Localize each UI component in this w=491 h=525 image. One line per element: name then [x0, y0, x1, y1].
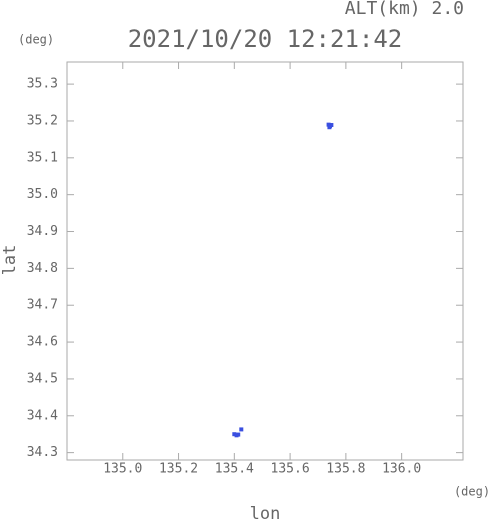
y-unit: (deg): [18, 33, 54, 47]
x-tick-label: 135.8: [326, 462, 365, 477]
x-tick-label: 135.6: [271, 462, 310, 477]
y-tick-label: 35.2: [27, 113, 58, 128]
y-axis-label: lat: [0, 245, 20, 276]
y-tick-label: 35.0: [27, 187, 58, 202]
x-unit: (deg): [454, 485, 490, 499]
y-tick-label: 34.8: [27, 261, 58, 276]
x-tick-label: 135.4: [215, 462, 254, 477]
y-tick-label: 35.3: [27, 77, 58, 92]
y-tick-label: 34.4: [27, 408, 58, 423]
y-tick-label: 35.1: [27, 150, 58, 165]
x-tick-label: 136.0: [382, 462, 421, 477]
point: [239, 427, 244, 432]
y-tick-label: 34.7: [27, 298, 58, 313]
plot-frame: [66, 61, 464, 461]
point: [327, 125, 332, 130]
y-tick-label: 34.6: [27, 335, 58, 350]
x-tick-label: 135.2: [159, 462, 198, 477]
y-tick-label: 34.3: [27, 445, 58, 460]
x-tick-label: 135.0: [103, 462, 142, 477]
point: [236, 432, 241, 437]
y-tick-label: 34.9: [27, 224, 58, 239]
point: [232, 432, 237, 437]
point: [329, 123, 334, 128]
annotation: ALT(km) 2.0: [345, 0, 464, 19]
chart-title: 2021/10/20 12:21:42: [128, 25, 403, 53]
x-axis-label: lon: [250, 504, 281, 521]
y-tick-label: 34.5: [27, 371, 58, 386]
